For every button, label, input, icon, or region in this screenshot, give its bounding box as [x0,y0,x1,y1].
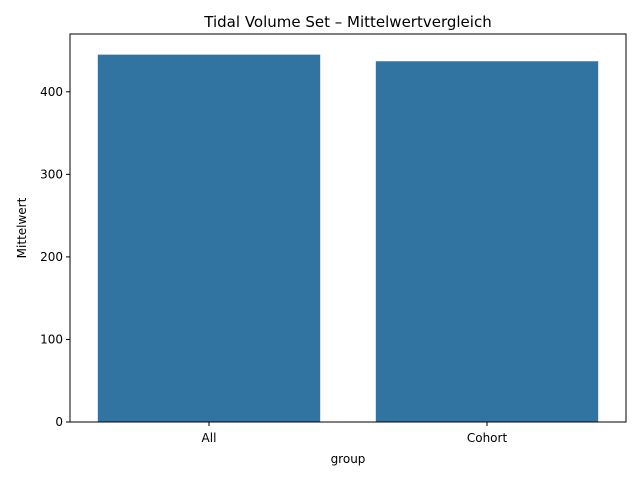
bar-all [97,54,321,422]
x-axis-label: group [331,452,366,466]
y-tick-label: 300 [40,167,63,181]
y-tick-label: 0 [55,415,63,429]
chart-title: Tidal Volume Set – Mittelwertvergleich [203,13,491,31]
x-tick-label: All [202,431,217,445]
plot-frame [69,33,627,423]
x-tick-label: Cohort [467,431,508,445]
bars-group [97,54,599,422]
bar-cohort [375,61,599,422]
y-tick-label: 100 [40,332,63,346]
y-axis-label: Mittelwert [15,197,29,258]
y-tick-label: 200 [40,250,63,264]
y-axis: 0 100 200 300 400 [40,85,70,429]
x-axis: All Cohort [202,422,508,445]
y-tick-label: 400 [40,85,63,99]
